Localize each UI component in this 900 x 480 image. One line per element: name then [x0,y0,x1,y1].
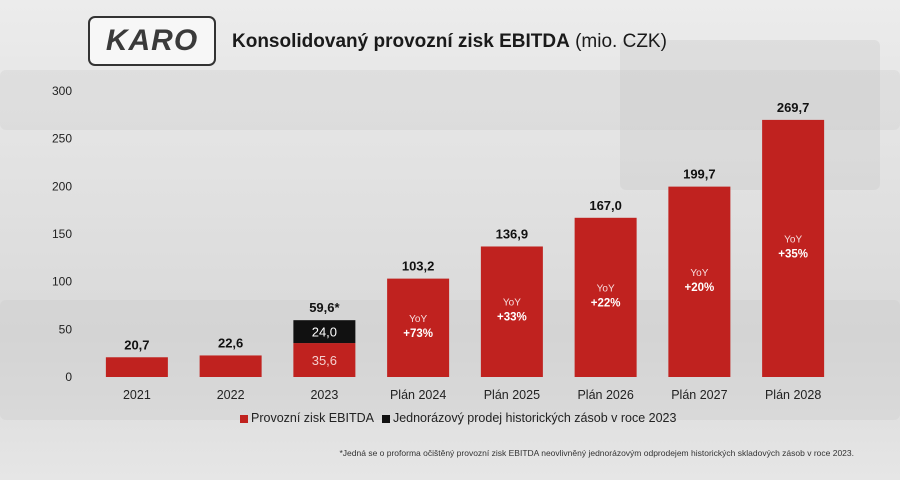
backdrop-shape [0,70,900,130]
y-tick-label: 50 [59,322,73,336]
legend-swatch [240,414,248,423]
bar-total-label: 199,7 [683,167,716,182]
bar-ebitda [199,355,262,377]
chart-title-main: Konsolidovaný provozní zisk EBITDA [232,31,570,52]
yoy-caption: YoY [690,268,708,279]
x-tick-label: 2022 [217,388,245,402]
y-tick-label: 250 [52,132,72,146]
y-tick-label: 100 [52,275,72,289]
x-tick-label: Plán 2026 [577,388,633,402]
bar-ebitda [387,278,450,377]
chart-legend: Provozní zisk EBITDA Jednorázový prodej h… [240,411,684,425]
x-tick-label: 2023 [310,388,338,402]
bar-ebitda [480,246,543,377]
bar-ebitda [293,343,356,377]
x-tick-label: Plán 2024 [390,388,446,402]
bar-ebitda [105,357,168,377]
yoy-value: +35% [778,248,808,260]
backdrop-shape [620,40,880,190]
x-tick-label: 2021 [123,388,151,402]
yoy-value: +73% [403,328,433,340]
bar-total-label: 103,2 [402,259,435,274]
y-tick-label: 200 [52,179,72,193]
bar-total-label: 167,0 [589,198,622,213]
yoy-caption: YoY [409,314,427,325]
chart-title: Konsolidovaný provozní zisk EBITDA (mio.… [232,31,667,53]
legend-label: Provozní zisk EBITDA [251,411,374,425]
y-tick-label: 0 [65,370,72,384]
legend-swatch [381,414,390,423]
company-logo: KARO [88,16,216,66]
segment-label-one-off: 24,0 [312,325,337,340]
bar-ebitda [574,217,637,377]
bar-ebitda [762,119,825,378]
bar-ebitda [668,186,731,377]
yoy-value: +20% [685,282,715,294]
yoy-caption: YoY [597,283,615,294]
yoy-caption: YoY [503,298,521,309]
bar-total-label: 22,6 [218,335,243,350]
legend-item: Provozní zisk EBITDA [240,411,374,425]
x-tick-label: Plán 2027 [671,388,727,402]
bar-total-label: 59,6* [309,300,340,315]
yoy-value: +33% [497,312,527,324]
legend-item: Jednorázový prodej historických zásob v … [381,411,677,425]
yoy-value: +22% [591,297,621,309]
segment-label-ebitda: 35,6 [312,353,337,368]
y-tick-label: 150 [52,227,72,241]
yoy-caption: YoY [784,234,802,245]
x-tick-label: Plán 2025 [484,388,540,402]
x-tick-label: Plán 2028 [765,388,821,402]
bar-total-label: 269,7 [777,100,810,115]
legend-label: Jednorázový prodej historických zásob v … [392,411,677,425]
logo-text: KARO [105,24,199,57]
footnote: *Jedná se o proforma očištěný provozní z… [339,448,854,458]
bar-one-off-sale [293,320,356,344]
y-tick-label: 300 [52,84,72,98]
bar-total-label: 20,7 [124,337,149,352]
bar-total-label: 136,9 [496,226,529,241]
chart-title-unit: (mio. CZK) [575,31,667,52]
